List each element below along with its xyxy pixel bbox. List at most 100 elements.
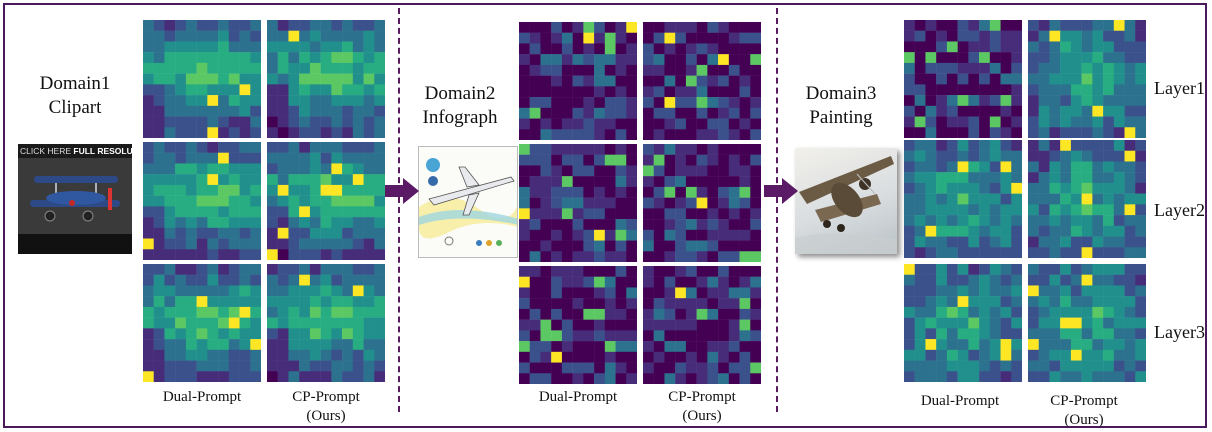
heatmap-cell [320, 328, 332, 340]
heatmap-cell [1000, 193, 1012, 205]
heatmap-cell [946, 328, 958, 340]
heatmap-cell [1070, 105, 1082, 117]
heatmap-cell [696, 186, 708, 198]
heatmap-cell [594, 362, 606, 374]
heatmap-cell [185, 30, 197, 42]
heatmap-cell [320, 317, 332, 329]
heatmap-cell [1092, 161, 1104, 173]
heatmap-cell [519, 43, 530, 55]
heatmap-cell [551, 308, 563, 320]
heatmap-cell [979, 349, 991, 361]
heatmap-cell [277, 306, 289, 318]
heatmap-cell [299, 84, 311, 96]
heatmap-cell [664, 107, 676, 119]
heatmap-cell [1113, 20, 1125, 31]
caption-cp-prompt-d2: CP-Prompt (Ours) [668, 389, 736, 424]
heatmap-cell [750, 362, 761, 374]
heatmap-cell [331, 206, 343, 218]
heatmap-cell [352, 52, 364, 64]
heatmap-cell [643, 229, 654, 241]
heatmap-cell [979, 371, 991, 382]
heatmap-cell [604, 75, 616, 87]
heatmap-cell [572, 373, 584, 384]
heatmap-cell [239, 174, 251, 186]
heatmap-cell [946, 225, 958, 237]
heatmap-cell [914, 349, 926, 361]
heatmap-cell [718, 251, 730, 262]
heatmap-cell [342, 142, 354, 153]
heatmap-cell [979, 215, 991, 227]
heatmap-cell [1113, 140, 1125, 151]
heatmap-cell [277, 274, 289, 286]
heatmap-cell [374, 227, 385, 239]
heatmap-cell [718, 219, 730, 231]
heatmap-cell [718, 330, 730, 342]
heatmap-cell [309, 274, 321, 286]
heatmap-cell [342, 41, 354, 53]
heatmap-cell [675, 144, 687, 155]
heatmap-cell [153, 174, 165, 186]
heatmap-cell [583, 219, 595, 231]
heatmap-cell [615, 351, 627, 363]
heatmap-cell [914, 247, 926, 258]
heatmap-cell [750, 43, 761, 55]
heatmap-cell [1011, 285, 1022, 297]
heatmap-cell [374, 296, 385, 308]
heatmap-cell [989, 182, 1001, 194]
heatmap-cell [696, 266, 708, 277]
heatmap-cell [957, 339, 969, 351]
heatmap-cell [1038, 62, 1050, 74]
heatmap-cell [1011, 247, 1022, 258]
heatmap-cell [626, 165, 637, 177]
heatmap-cell [1028, 30, 1039, 42]
heatmap-cell [1070, 182, 1082, 194]
heatmap-cell [561, 229, 573, 241]
heatmap-cell [904, 317, 915, 329]
heatmap-cell [1092, 306, 1104, 318]
clipart-footer [18, 234, 132, 254]
heatmap-cell [551, 219, 563, 231]
heatmap-cell [1028, 182, 1039, 194]
heatmap-cell [228, 249, 240, 260]
heatmap-cell [331, 227, 343, 239]
heatmap-cell [914, 193, 926, 205]
heatmap-cell [519, 373, 530, 384]
heatmap-cell [1000, 116, 1012, 128]
heatmap-cell [675, 43, 687, 55]
heatmap-cell [936, 317, 948, 329]
heatmap-cell [1135, 84, 1146, 96]
heatmap-cell [374, 306, 385, 318]
heatmap-cell [1092, 317, 1104, 329]
heatmap-cell [572, 54, 584, 66]
heatmap-cell [728, 144, 740, 155]
heatmap-cell [653, 107, 665, 119]
heatmap-cell [342, 306, 354, 318]
heatmap-cell [363, 360, 375, 372]
heatmap-cell [925, 215, 937, 227]
heatmap-cell [957, 225, 969, 237]
heatmap-cell [153, 142, 165, 153]
heatmap-cell [185, 249, 197, 260]
heatmap-cell [1135, 225, 1146, 237]
heatmap-cell [626, 341, 637, 353]
heatmap-cell [175, 227, 187, 239]
heatmap-cell [228, 52, 240, 64]
heatmap-cell [925, 247, 937, 258]
heatmap-cell [1135, 274, 1146, 286]
heatmap-cell [664, 54, 676, 66]
heatmap-cell [374, 206, 385, 218]
heatmap-cell [653, 341, 665, 353]
heatmap-cell [739, 154, 751, 166]
heatmap-cell [572, 176, 584, 188]
heatmap-cell [1092, 360, 1104, 372]
heatmap-cell [957, 274, 969, 286]
heatmap-cell [288, 152, 300, 164]
heatmap-cell [1113, 52, 1125, 64]
heatmap-cell [207, 95, 219, 107]
heatmap-cell [1038, 285, 1050, 297]
heatmap-cell [561, 129, 573, 140]
heatmap-cell [277, 328, 289, 340]
heatmap-cell [228, 152, 240, 164]
heatmap-cell [228, 184, 240, 196]
heatmap-cell [594, 298, 606, 310]
